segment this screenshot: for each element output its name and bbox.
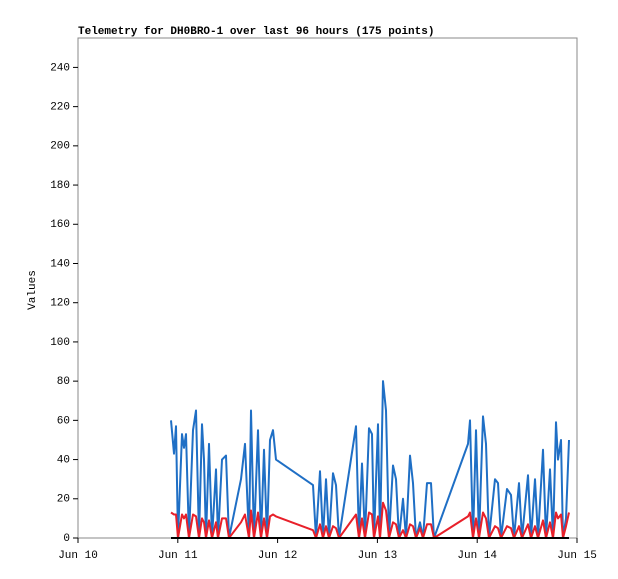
y-tick-label: 140 — [50, 258, 70, 270]
plot-frame — [77, 37, 578, 539]
x-tick-label: Jun 11 — [158, 550, 198, 562]
y-tick-label: 220 — [50, 102, 70, 114]
y-tick-label: 60 — [57, 415, 70, 427]
y-tick-label: 20 — [57, 494, 70, 506]
y-tick-label: 180 — [50, 180, 70, 192]
y-tick-label: 40 — [57, 454, 70, 466]
x-tick-label: Jun 10 — [58, 550, 98, 562]
chart-title: Telemetry for DH0BRO-1 over last 96 hour… — [78, 26, 434, 38]
x-tick-label: Jun 15 — [557, 550, 597, 562]
y-tick-label: 80 — [57, 376, 70, 388]
y-tick-label: 120 — [50, 298, 70, 310]
x-tick-label: Jun 12 — [258, 550, 298, 562]
y-axis-label: Values — [27, 270, 39, 310]
x-tick-label: Jun 14 — [457, 550, 497, 562]
y-tick-label: 100 — [50, 337, 70, 349]
y-tick-label: 160 — [50, 219, 70, 231]
y-tick-label: 0 — [63, 533, 70, 545]
y-tick-label: 240 — [50, 62, 70, 74]
x-tick-label: Jun 13 — [358, 550, 398, 562]
y-tick-label: 200 — [50, 141, 70, 153]
